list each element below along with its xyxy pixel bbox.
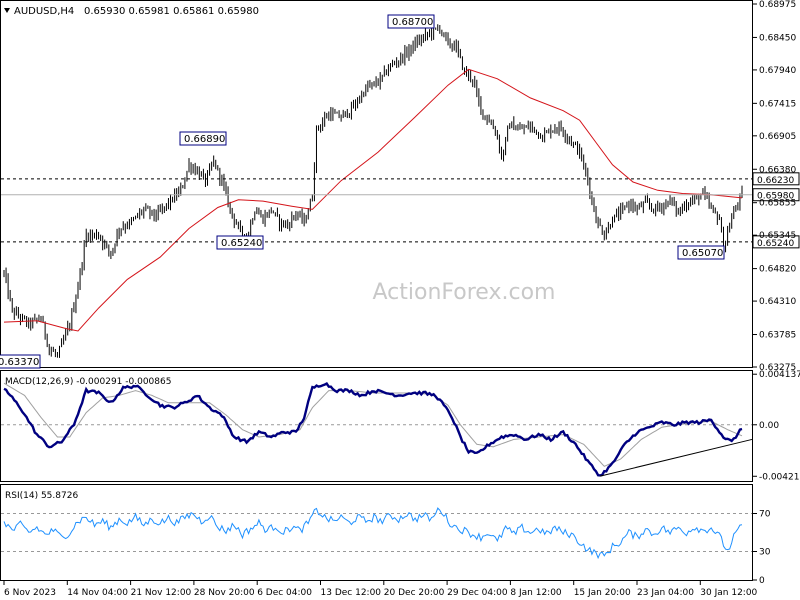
macd-trendline	[600, 438, 753, 477]
price-annotation-box	[387, 14, 435, 29]
x-axis-label: 15 Jan 20:00	[574, 588, 631, 598]
x-axis-label: 13 Dec 12:00	[321, 588, 382, 598]
x-axis-label: 29 Dec 04:00	[447, 588, 508, 598]
price-level-tag	[752, 172, 800, 186]
x-axis-label: 28 Nov 20:00	[194, 588, 255, 598]
sma-line	[3, 68, 743, 332]
rsi-axis-label: 0	[759, 576, 765, 586]
watermark: ActionForex.com	[373, 280, 556, 305]
macd-axis-label: 0.00	[759, 421, 779, 431]
rsi-axis-label: 70	[759, 510, 771, 520]
price-axis-label: 0.67415	[759, 99, 796, 109]
price-axis-label: 0.64820	[759, 265, 796, 275]
price-axis-label: 0.63275	[759, 363, 796, 373]
price-axis-label: 0.67940	[759, 66, 796, 76]
price-level-label: 0.66230	[757, 176, 794, 186]
price-annotation-label: 0.63370	[0, 357, 39, 368]
macd-line	[3, 382, 743, 477]
x-axis-label: 23 Jan 04:00	[637, 588, 694, 598]
x-axis-label: 8 Jan 12:00	[510, 588, 562, 598]
price-axis-label: 0.64310	[759, 297, 796, 307]
price-annotation-label: 0.68700	[392, 17, 433, 28]
macd-signal-line	[3, 382, 743, 467]
x-axis-label: 21 Nov 12:00	[131, 588, 192, 598]
x-axis-label: 30 Jan 12:00	[700, 588, 757, 598]
price-axis-label: 0.65345	[759, 231, 796, 241]
price-axis-label: 0.68975	[759, 0, 796, 10]
price-annotation-label: 0.65240	[221, 238, 262, 249]
x-axis-label: 6 Nov 2023	[4, 588, 56, 598]
x-axis-label: 6 Dec 04:00	[257, 588, 312, 598]
macd-panel-frame	[0, 370, 753, 482]
rsi-line	[3, 507, 743, 560]
dropdown-triangle-icon[interactable]	[4, 8, 10, 13]
rsi-panel-frame	[0, 484, 753, 581]
price-level-tag	[752, 235, 800, 249]
price-level-tag	[752, 188, 800, 202]
price-axis-label: 0.66905	[759, 132, 796, 142]
price-annotation-box	[179, 131, 227, 146]
macd-axis-label: -0.004213	[759, 472, 800, 482]
rsi-title: RSI(14) 55.8726	[5, 491, 78, 501]
price-annotation-box	[0, 354, 41, 369]
price-axis-label: 0.63785	[759, 331, 796, 341]
macd-axis-label: 0.004137	[759, 370, 800, 380]
price-annotation-label: 0.66890	[184, 134, 225, 145]
rsi-axis-label: 30	[759, 548, 771, 558]
price-axis-label: 0.68450	[759, 33, 796, 43]
price-axis-label: 0.66380	[759, 165, 796, 175]
price-annotation-label: 0.65070	[682, 248, 723, 259]
x-axis-label: 14 Nov 04:00	[67, 588, 128, 598]
macd-title: MACD(12,26,9) -0.000291 -0.000865	[5, 377, 171, 387]
price-annotation-box	[216, 235, 264, 250]
price-level-label: 0.65240	[757, 239, 794, 249]
price-annotation-box	[677, 245, 725, 260]
chart-symbol-label: AUDUSD,H4	[14, 6, 74, 17]
chart-ohlc-label: 0.65930 0.65981 0.65861 0.65980	[84, 6, 259, 17]
price-level-label: 0.65980	[757, 192, 794, 202]
price-axis-label: 0.65855	[759, 199, 796, 209]
x-axis-label: 20 Dec 20:00	[384, 588, 445, 598]
